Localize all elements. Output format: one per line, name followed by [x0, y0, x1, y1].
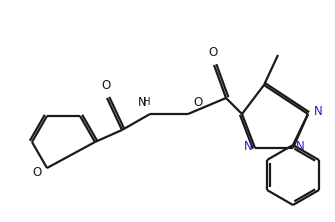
Text: H: H [143, 97, 151, 107]
Text: O: O [208, 46, 218, 59]
Text: O: O [33, 165, 42, 178]
Text: O: O [102, 79, 111, 92]
Text: N: N [314, 105, 322, 117]
Text: N: N [244, 139, 252, 153]
Text: O: O [193, 96, 202, 109]
Text: N: N [295, 139, 305, 153]
Text: N: N [138, 96, 146, 109]
